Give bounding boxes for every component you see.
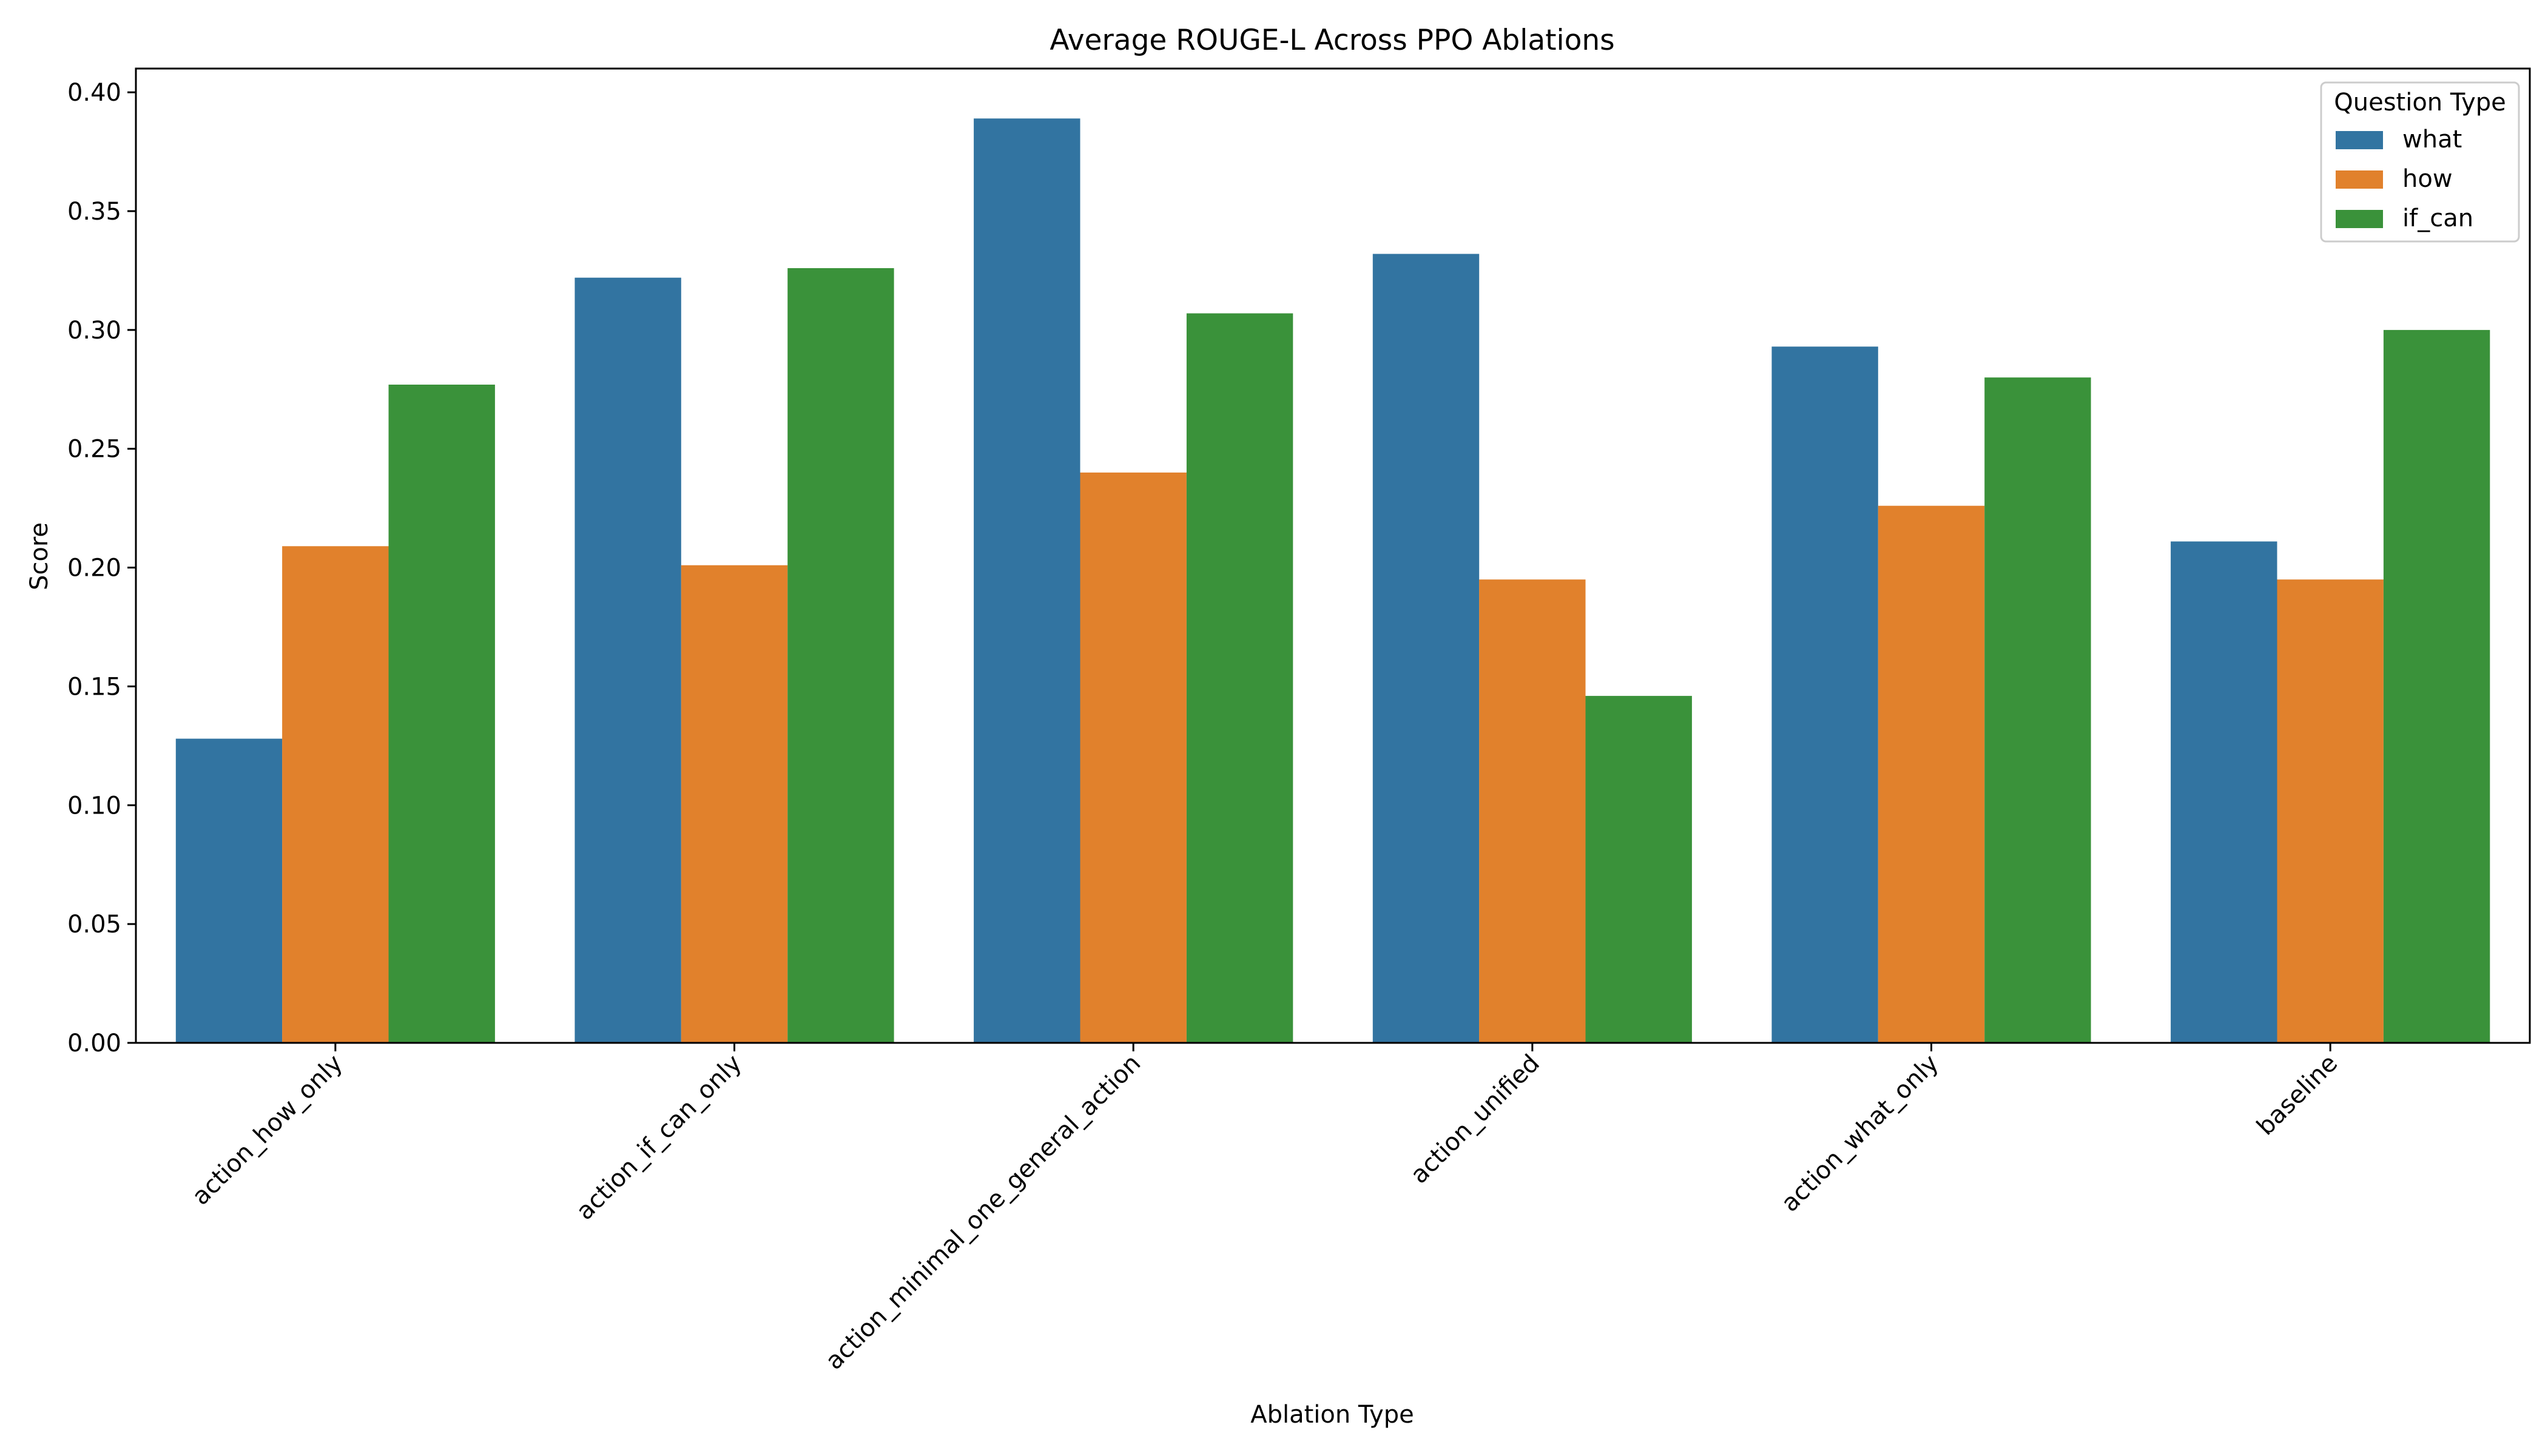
y-axis-ticks: 0.00 0.05 0.10 0.15 0.20 0.25 0.30 0.35 0.40 — [67, 79, 136, 1057]
legend-title: Question Type — [2334, 89, 2506, 116]
y-tick-label: 0.00 — [67, 1030, 121, 1057]
chart-title: Average ROUGE-L Across PPO Ablations — [1050, 24, 1614, 57]
bar-what-5 — [1771, 346, 1878, 1043]
y-tick-label: 0.30 — [67, 317, 121, 345]
bar-if-can-5 — [1984, 377, 2091, 1043]
bar-how-1 — [282, 546, 389, 1043]
y-tick-label: 0.15 — [67, 673, 121, 701]
bar-what-4 — [1372, 254, 1480, 1043]
bar-how-5 — [1878, 505, 1985, 1043]
bar-if-can-4 — [1585, 696, 1692, 1043]
x-tick-label: action_what_only — [1776, 1050, 1944, 1218]
legend-label-how: how — [2402, 165, 2453, 193]
legend-box — [2320, 81, 2520, 243]
legend: Question Type what how if_can — [2320, 81, 2520, 243]
x-tick-label: action_how_only — [187, 1050, 348, 1211]
x-tick-label: action_minimal_one_general_action — [820, 1050, 1146, 1375]
x-tick-label: baseline — [2251, 1050, 2343, 1141]
bar-what-3 — [974, 118, 1080, 1043]
x-axis-label: Ablation Type — [1250, 1401, 1414, 1429]
y-tick-label: 0.10 — [67, 792, 121, 820]
legend-swatch-if-can — [2336, 210, 2383, 228]
bar-if-can-2 — [787, 268, 894, 1043]
bar-how-6 — [2277, 579, 2384, 1043]
y-tick-label: 0.40 — [67, 79, 121, 107]
y-tick-label: 0.20 — [67, 554, 121, 582]
bar-if-can-3 — [1186, 313, 1293, 1043]
legend-label-if-can: if_can — [2402, 204, 2473, 232]
bar-what-2 — [575, 277, 681, 1043]
bar-what-6 — [2171, 541, 2277, 1043]
bar-how-2 — [681, 565, 788, 1043]
x-tick-label: action_if_can_only — [571, 1050, 747, 1225]
bar-if-can-1 — [388, 385, 495, 1043]
bar-what-1 — [175, 738, 283, 1043]
legend-label-what: what — [2402, 126, 2462, 153]
plot-frame — [135, 67, 2531, 1044]
legend-swatch-how — [2336, 170, 2383, 189]
legend-swatch-what — [2336, 131, 2383, 149]
y-axis-label: Score — [25, 522, 53, 590]
bar-if-can-6 — [2383, 329, 2490, 1043]
y-tick-label: 0.35 — [67, 198, 121, 226]
bars-group — [175, 118, 2490, 1043]
x-tick-label: action_unified — [1405, 1050, 1545, 1190]
y-tick-label: 0.05 — [67, 911, 121, 939]
x-axis-ticks: action_how_only action_if_can_only action_… — [187, 1043, 2343, 1375]
bar-how-3 — [1080, 472, 1187, 1043]
bar-how-4 — [1479, 579, 1586, 1043]
y-tick-label: 0.25 — [67, 436, 121, 463]
